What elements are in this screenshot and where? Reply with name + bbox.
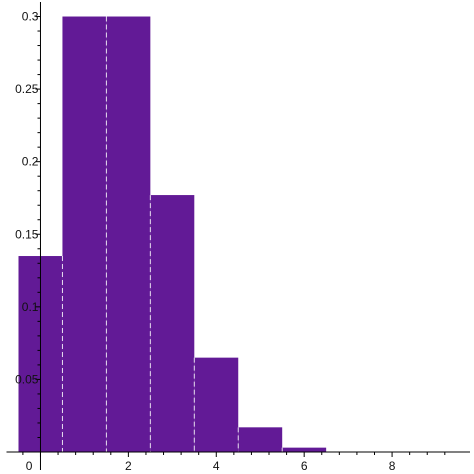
axes-layer	[6, 2, 470, 470]
y-tick-label: 0.1	[22, 300, 39, 314]
bar-4	[194, 357, 239, 452]
x-tick-label: 6	[301, 459, 308, 473]
x-tick-label: 0	[26, 459, 33, 473]
y-tick-label: 0.05	[15, 372, 39, 386]
y-tick-label: 0.25	[15, 82, 39, 96]
bar-6	[282, 447, 327, 452]
ticks-layer	[22, 16, 446, 457]
y-tick-label: 0.2	[22, 155, 39, 169]
y-tick-label: 0.15	[15, 227, 39, 241]
bar-5	[238, 427, 283, 452]
bar-separators-layer	[61, 16, 283, 452]
bar-2	[106, 16, 151, 453]
x-tick-label: 8	[389, 459, 396, 473]
x-tick-label: 2	[125, 459, 132, 473]
tick-labels-layer: 0.05 0.1 0.15 0.2 0.25 0.3 0 2 4 6 8	[15, 10, 396, 473]
bar-1	[62, 16, 107, 453]
bars-layer	[18, 16, 327, 453]
bar-3	[150, 195, 195, 452]
y-tick-label: 0.3	[22, 10, 39, 24]
x-tick-label: 4	[213, 459, 220, 473]
